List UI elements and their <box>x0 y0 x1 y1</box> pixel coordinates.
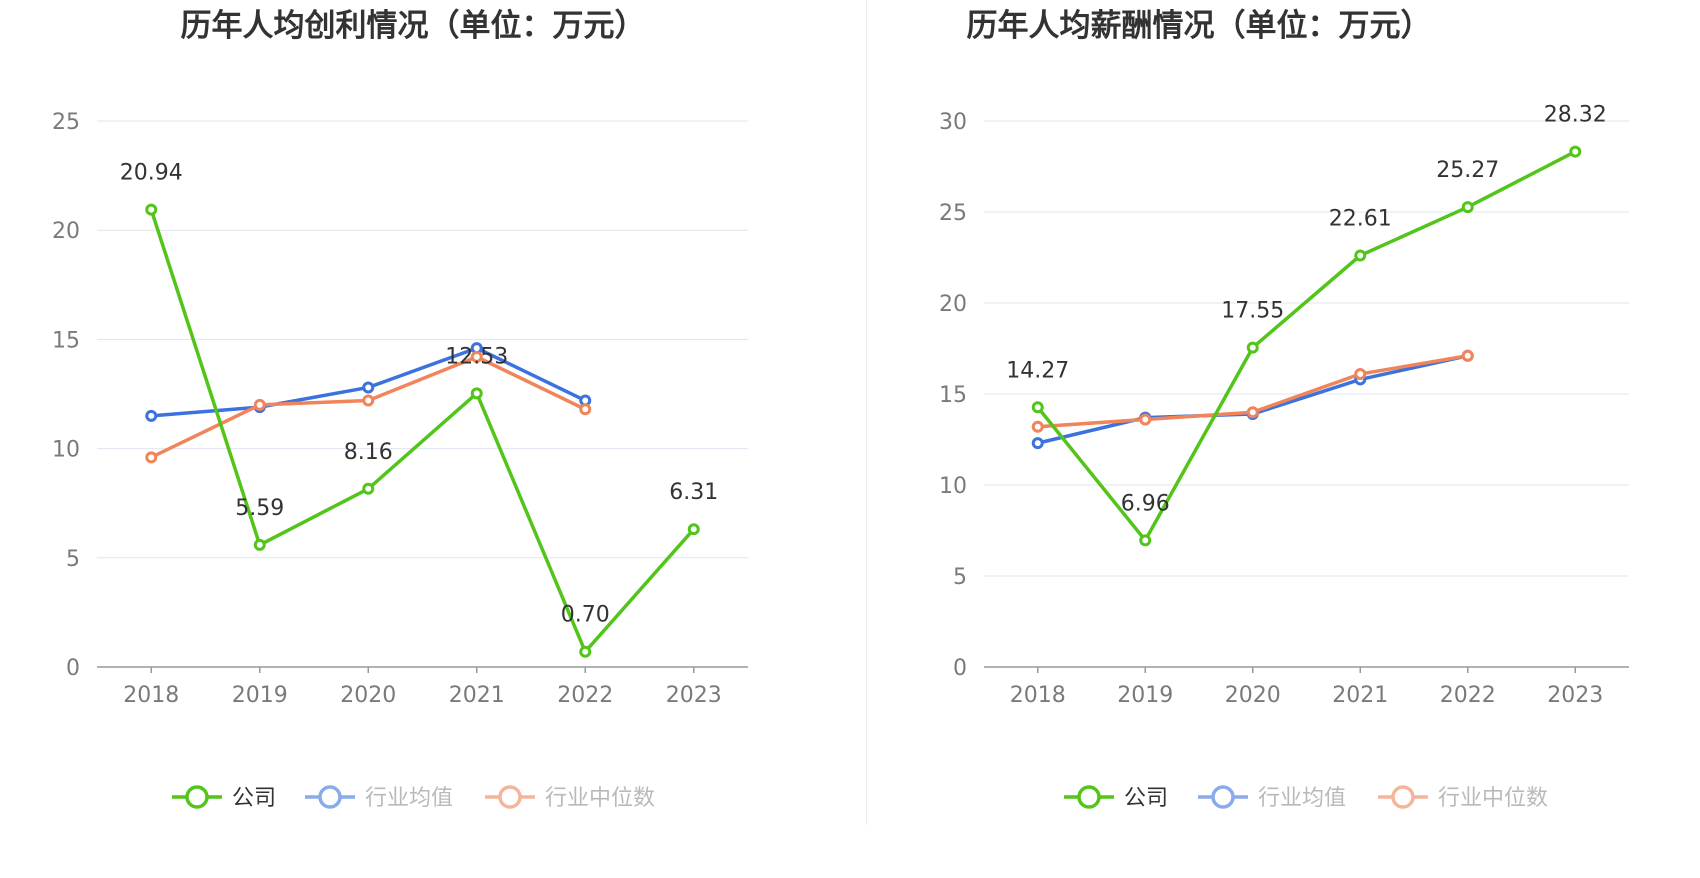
data-point-company[interactable] <box>579 645 592 658</box>
legend-item-industry_median[interactable]: 行业中位数 <box>485 785 655 811</box>
legend-marker <box>498 785 522 809</box>
data-label: 5.59 <box>235 496 284 521</box>
data-point-industry_avg[interactable] <box>362 381 375 394</box>
legend-label: 行业中位数 <box>1438 786 1548 811</box>
data-point-company[interactable] <box>1139 534 1152 547</box>
legend-marker <box>185 785 209 809</box>
y-tick-label: 25 <box>52 110 80 135</box>
data-point-company[interactable] <box>145 203 158 216</box>
data-point-company[interactable] <box>362 482 375 495</box>
data-point-industry_median[interactable] <box>362 394 375 407</box>
legend-label: 行业中位数 <box>545 786 655 811</box>
data-label: 0.70 <box>561 603 610 628</box>
x-tick-label: 2022 <box>557 683 613 708</box>
data-point-industry_median[interactable] <box>579 403 592 416</box>
legend-item-industry_avg[interactable]: 行业均值 <box>305 785 453 811</box>
data-point-company[interactable] <box>470 387 483 400</box>
profit-per-capita-chart: 历年人均创利情况（单位：万元） 0 5 10 15 20 25 2018 2019 2020 202… <box>52 8 748 811</box>
data-point-company[interactable] <box>687 523 700 536</box>
y-tick-label: 10 <box>52 438 80 463</box>
data-point-industry_avg[interactable] <box>145 409 158 422</box>
y-tick-label: 5 <box>66 547 80 572</box>
data-point-company[interactable] <box>1569 145 1582 158</box>
legend-marker <box>1391 785 1415 809</box>
chart-panel-salary-per-capita: 历年人均薪酬情况（单位：万元） 0 5 10 15 20 25 30 2018 2019 2020 2… <box>866 0 1700 874</box>
data-point-industry_avg[interactable] <box>1031 437 1044 450</box>
y-tick-label: 30 <box>939 110 967 135</box>
chart-title: 历年人均薪酬情况（单位：万元） <box>967 8 1432 44</box>
data-label: 6.96 <box>1121 491 1170 516</box>
data-label: 28.32 <box>1544 103 1607 128</box>
panel-divider <box>866 0 867 825</box>
legend-marker <box>1077 785 1101 809</box>
x-tick-label: 2021 <box>449 683 505 708</box>
series-line-company <box>1036 150 1577 543</box>
data-point-industry_median[interactable] <box>253 398 266 411</box>
data-label: 22.61 <box>1329 206 1392 231</box>
y-tick-label: 0 <box>953 656 967 681</box>
x-tick-label: 2023 <box>1547 683 1603 708</box>
data-point-industry_median[interactable] <box>470 350 483 363</box>
legend-label: 行业均值 <box>1258 786 1346 811</box>
data-point-industry_median[interactable] <box>1461 349 1474 362</box>
y-tick-label: 5 <box>953 565 967 590</box>
x-tick-label: 2019 <box>1117 683 1173 708</box>
legend-label: 行业均值 <box>365 786 453 811</box>
data-label: 12.53 <box>445 344 508 369</box>
legend-item-company[interactable]: 公司 <box>1064 785 1168 811</box>
chart-title: 历年人均创利情况（单位：万元） <box>181 8 646 44</box>
x-tick-label: 2020 <box>340 683 396 708</box>
data-point-company[interactable] <box>1246 341 1259 354</box>
y-tick-label: 20 <box>939 292 967 317</box>
legend-marker <box>1211 785 1235 809</box>
data-point-company[interactable] <box>1461 201 1474 214</box>
series-line-company <box>149 209 696 654</box>
legend-label: 公司 <box>232 786 276 811</box>
legend-item-industry_median[interactable]: 行业中位数 <box>1378 785 1548 811</box>
x-tick-label: 2022 <box>1440 683 1496 708</box>
data-point-industry_median[interactable] <box>1139 413 1152 426</box>
y-tick-label: 0 <box>66 656 80 681</box>
legend-item-industry_avg[interactable]: 行业均值 <box>1198 785 1346 811</box>
data-label: 25.27 <box>1436 158 1499 183</box>
data-label: 6.31 <box>669 480 718 505</box>
data-label: 20.94 <box>120 161 183 186</box>
data-point-industry_median[interactable] <box>1246 406 1259 419</box>
data-point-company[interactable] <box>253 538 266 551</box>
x-tick-label: 2020 <box>1225 683 1281 708</box>
data-point-company[interactable] <box>1031 401 1044 414</box>
salary-per-capita-chart: 历年人均薪酬情况（单位：万元） 0 5 10 15 20 25 30 2018 2019 2020 2… <box>939 8 1629 811</box>
y-tick-label: 15 <box>52 328 80 353</box>
x-tick-label: 2021 <box>1332 683 1388 708</box>
y-tick-label: 15 <box>939 383 967 408</box>
y-tick-label: 20 <box>52 219 80 244</box>
y-tick-label: 10 <box>939 474 967 499</box>
legend-marker <box>318 785 342 809</box>
x-tick-label: 2018 <box>1010 683 1066 708</box>
data-label: 8.16 <box>344 440 393 465</box>
data-label: 17.55 <box>1221 299 1284 324</box>
data-point-industry_median[interactable] <box>1031 420 1044 433</box>
data-point-industry_median[interactable] <box>1354 367 1367 380</box>
chart-panel-profit-per-capita: 历年人均创利情况（单位：万元） 0 5 10 15 20 25 2018 2019 2020 202… <box>52 8 748 811</box>
data-label: 14.27 <box>1006 358 1069 383</box>
series-line-industry_avg <box>1037 354 1469 445</box>
legend-item-company[interactable]: 公司 <box>172 785 276 811</box>
x-tick-label: 2023 <box>666 683 722 708</box>
y-tick-label: 25 <box>939 201 967 226</box>
x-tick-label: 2018 <box>123 683 179 708</box>
x-tick-label: 2019 <box>232 683 288 708</box>
legend-label: 公司 <box>1124 786 1168 811</box>
data-point-industry_median[interactable] <box>145 451 158 464</box>
data-point-company[interactable] <box>1354 249 1367 262</box>
